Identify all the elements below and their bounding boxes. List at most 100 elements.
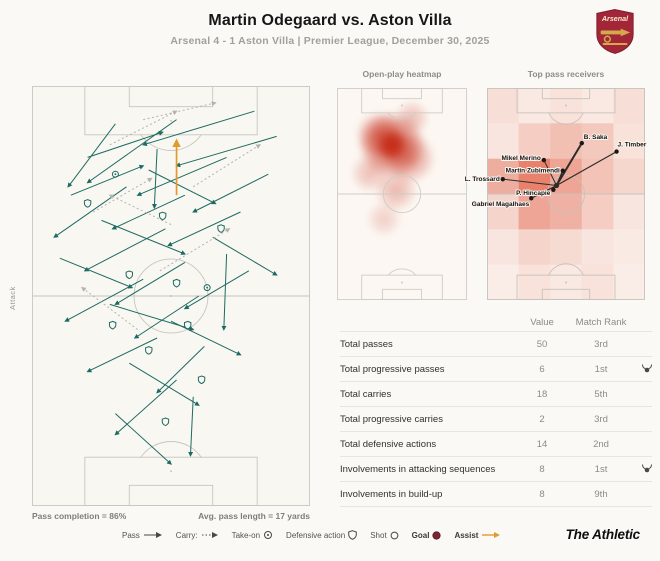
penalty-spot [170,119,172,122]
receiver-label: Mikel Merino [502,155,541,162]
pass-arrow [183,270,250,310]
pass-zone [487,88,519,124]
pitch-line [361,274,443,300]
pass-zone [581,229,614,265]
pass-link-line [556,151,617,187]
team-high-icon [642,364,652,373]
pass-arrow [221,253,228,331]
stats-table: Value Match Rank Total passes 50 3rd Total … [340,313,652,507]
heat-blob [394,99,431,136]
pitch-line [382,174,422,214]
stat-rank: 9th [594,488,608,500]
stat-label: Involvements in attacking sequences [340,463,496,475]
team-high-icon [642,464,652,473]
pass-arrow [142,110,255,147]
heat-blob [365,201,402,238]
stat-row: Total defensive actions 14 2nd [340,432,652,457]
stat-rank: 1st [594,363,608,375]
heat-blob [383,131,436,184]
center-spot [169,294,173,298]
page-title: Martin Odegaard vs. Aston Villa [208,12,452,29]
pitch-line [128,484,214,506]
receiver-label: P. Hincapie [516,190,551,197]
pass-zone [518,264,551,300]
assist-arrow-icon [482,532,501,538]
defensive-action-marker [183,320,192,330]
arsenal-crest-icon: Arsenal [596,9,634,54]
legend-item-goal: Goal [412,531,442,540]
pitch-line [541,88,591,100]
pitch-line [140,441,202,458]
receiver-label: J. Timber [618,142,647,149]
stat-row: Involvements in attacking sequences 8 1st [340,457,652,482]
pass-zone [581,158,614,194]
pass-arrow [53,186,127,238]
pitch-line [128,86,214,108]
pass-zone [613,88,645,124]
stat-label: Total carries [340,388,392,400]
receiver-dot [560,168,566,173]
defensive-action-marker [108,320,117,330]
pass-zone [550,194,582,230]
defensive-action-marker [158,211,167,221]
pitch-line [541,288,591,300]
pass-arrow [188,396,194,457]
center-spot [564,192,568,196]
defensive-action-marker [125,270,133,280]
pitch-line [382,88,422,100]
value-column-header: Value [530,316,554,328]
pass-zone [518,194,551,230]
legend-label: Pass [122,530,140,540]
pass-arrow [86,337,158,373]
stat-row: Total progressive carries 2 3rd [340,407,652,432]
pass-arrow [136,156,227,197]
legend-item-carry: Carry: [176,531,219,540]
pass-link-line [543,159,557,186]
pass-arrow [167,211,241,247]
pass-zone [613,229,645,265]
pass-arrow [133,295,200,339]
match-rank-column-header: Match Rank [575,316,627,328]
stat-row: Involvements in build-up 8 9th [340,482,652,507]
heat-blob [373,167,418,212]
pass-arrow [175,135,277,168]
goal-icon [432,530,442,540]
take-on-marker [111,170,119,178]
pass-arrow [109,110,178,146]
pitch-line [546,174,586,214]
open-play-heatmap-chart [337,88,467,300]
stat-value: 6 [539,363,545,375]
pass-map-chart [32,86,310,506]
stat-rank: 2nd [593,438,609,450]
pass-arrow [64,278,144,322]
avg-pass-length-note: Avg. pass length = 17 yards [198,511,310,521]
pass-zone [518,158,551,194]
pass-zone [581,88,614,124]
stat-rank: 3rd [594,413,608,425]
receiver-label: Gabriel Magalhaes [472,201,530,208]
match-subtitle: Arsenal 4 - 1 Aston Villa | Premier Leag… [170,35,490,47]
pitch-line [387,268,417,276]
pass-zone [613,123,645,159]
pass-link-line [555,170,564,186]
stat-row: Total progressive passes 6 1st [340,357,652,382]
take-on-marker-dot [206,286,209,289]
the-athletic-logo: The Athletic [565,527,641,542]
stat-value: 8 [539,463,545,475]
pass-arrow [70,164,145,196]
pitch-line [133,258,209,334]
arsenal-crest: Arsenal [594,8,636,55]
defensive-action-marker [161,417,170,427]
pass-link-line [555,142,583,187]
pass-arrow [148,169,217,205]
defensive-action-marker [172,278,181,288]
penalty-spot [565,281,567,284]
pass-arrow [86,119,177,184]
heatmap-pitch-lines [337,88,467,300]
pass-arrow [114,261,186,306]
pass-zone [518,229,551,265]
pass-zone [613,264,645,300]
receiver-dot [529,196,534,201]
receiver-label: Martin Zubimendi [506,168,560,175]
stats-table-header: Value Match Rank [340,313,652,332]
